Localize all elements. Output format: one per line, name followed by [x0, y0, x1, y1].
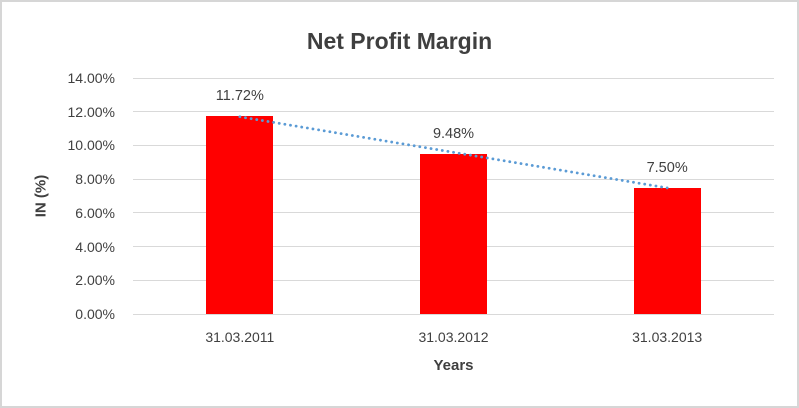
- bar-31.03.2013: [633, 187, 701, 314]
- x-tick-label: 31.03.2012: [418, 329, 489, 345]
- chart-title: Net Profit Margin: [306, 28, 493, 54]
- plot-area: [133, 77, 774, 315]
- bar-31.03.2011: [206, 116, 274, 314]
- gridline-14.00%: [133, 77, 774, 79]
- y-tick-label: 12.00%: [67, 103, 115, 120]
- y-tick-label: 2.00%: [75, 272, 115, 289]
- x-tick-label: 31.03.2013: [632, 329, 703, 345]
- x-axis-title: Years: [433, 357, 474, 374]
- gridline-10.00%: [133, 144, 774, 146]
- data-label: 9.48%: [432, 126, 475, 143]
- x-tick-label: 31.03.2011: [205, 329, 275, 345]
- y-tick-label: 6.00%: [75, 204, 115, 221]
- y-tick-label: 10.00%: [67, 137, 115, 154]
- data-label: 7.50%: [646, 159, 688, 176]
- y-tick-label: 0.00%: [75, 306, 115, 322]
- bar-31.03.2012: [420, 154, 487, 314]
- gridline-0.00%: [133, 313, 774, 315]
- y-tick-label: 14.00%: [67, 70, 115, 86]
- y-tick-label: 8.00%: [75, 171, 115, 188]
- trendline: [238, 115, 669, 190]
- gridline-12.00%: [133, 111, 774, 113]
- y-tick-label: 4.00%: [75, 238, 115, 255]
- data-label: 11.72%: [215, 88, 264, 105]
